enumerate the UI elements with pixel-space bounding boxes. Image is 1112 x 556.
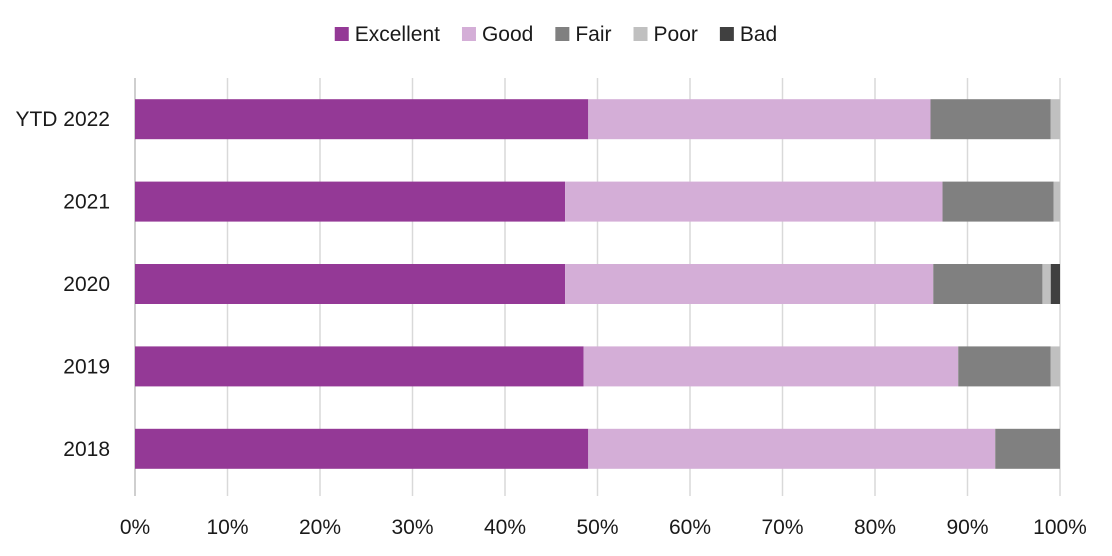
- value-axis-labels: 0% 10% 20% 30% 40% 50% 60% 70% 80% 90% 100%: [120, 516, 1087, 539]
- legend-swatch: [555, 27, 570, 41]
- legend-item-poor: Poor: [633, 23, 698, 46]
- bar-2020-bad: [1050, 264, 1060, 304]
- bar-2020-excellent: [135, 264, 566, 304]
- bar-row-2020: [135, 264, 1060, 304]
- x-tick-label: 100%: [1033, 516, 1087, 539]
- legend-swatch: [461, 27, 476, 41]
- legend-item-excellent: Excellent: [334, 23, 440, 46]
- x-tick-label: 90%: [946, 516, 988, 539]
- bar-ytd-2022-fair: [930, 99, 1051, 140]
- bar-2018-fair: [995, 428, 1060, 469]
- x-tick-label: 30%: [391, 516, 433, 539]
- legend-item-fair: Fair: [555, 23, 612, 46]
- bar-row-2019: [135, 346, 1060, 387]
- legend-swatch: [719, 27, 734, 41]
- bar-2021-poor: [1053, 181, 1060, 222]
- bar-row-2021: [135, 181, 1060, 222]
- legend-label: Fair: [575, 23, 611, 46]
- category-label: 2020: [63, 273, 110, 296]
- category-label: 2018: [63, 438, 110, 461]
- bar-row-ytd-2022: [135, 99, 1060, 140]
- category-label: YTD 2022: [15, 108, 110, 131]
- x-tick-label: 0%: [120, 516, 150, 539]
- bar-2019-good: [583, 346, 959, 387]
- bar-2019-excellent: [135, 346, 584, 387]
- bar-2021-excellent: [135, 181, 566, 222]
- legend-label: Poor: [654, 23, 698, 46]
- bar-2021-fair: [942, 181, 1054, 222]
- x-tick-label: 80%: [854, 516, 896, 539]
- x-tick-label: 70%: [761, 516, 803, 539]
- category-label: 2021: [63, 191, 110, 214]
- bar-2020-fair: [933, 264, 1043, 304]
- x-tick-label: 50%: [576, 516, 618, 539]
- bar-2019-fair: [958, 346, 1051, 387]
- category-axis-labels: YTD 2022 2021 2020 2019 2018: [15, 108, 110, 461]
- bar-ytd-2022-good: [588, 99, 931, 140]
- bar-2018-excellent: [135, 428, 589, 469]
- x-tick-label: 20%: [299, 516, 341, 539]
- bar-2020-poor: [1042, 264, 1051, 304]
- legend-label: Excellent: [355, 23, 440, 46]
- chart-legend: Excellent Good Fair Poor Bad: [334, 23, 777, 46]
- bar-2020-good: [565, 264, 934, 304]
- category-label: 2019: [63, 355, 110, 378]
- bar-ytd-2022-excellent: [135, 99, 589, 140]
- x-tick-label: 60%: [669, 516, 711, 539]
- legend-swatch: [334, 27, 349, 41]
- bar-2019-poor: [1050, 346, 1060, 387]
- bar-ytd-2022-poor: [1050, 99, 1060, 140]
- legend-label: Good: [482, 23, 533, 46]
- legend-swatch: [633, 27, 648, 41]
- legend-item-bad: Bad: [719, 23, 777, 46]
- chart-bars: [135, 99, 1060, 469]
- legend-label: Bad: [740, 23, 777, 46]
- legend-item-good: Good: [461, 23, 533, 46]
- x-tick-label: 40%: [484, 516, 526, 539]
- x-tick-label: 10%: [206, 516, 248, 539]
- bar-2021-good: [565, 181, 943, 222]
- bar-2018-good: [588, 428, 996, 469]
- bar-row-2018: [135, 428, 1060, 469]
